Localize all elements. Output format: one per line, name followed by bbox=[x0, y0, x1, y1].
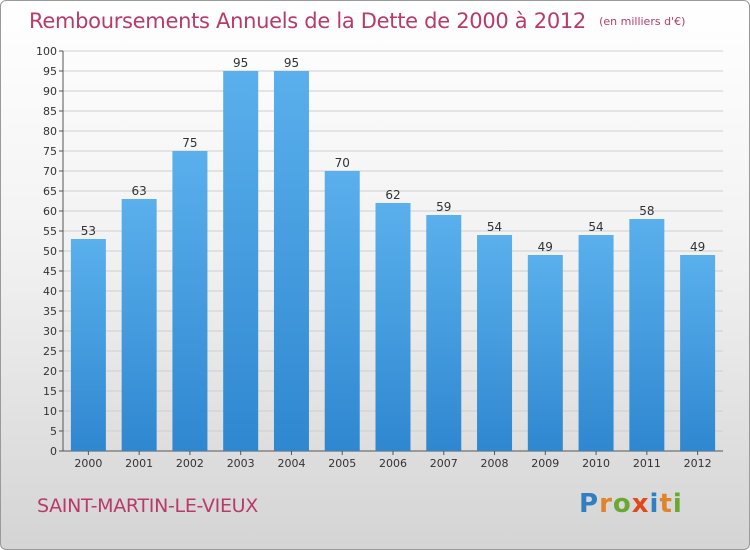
x-tick-label: 2009 bbox=[531, 457, 559, 470]
y-tick-label: 100 bbox=[36, 45, 57, 58]
x-tick-label: 2006 bbox=[379, 457, 407, 470]
x-tick-label: 2008 bbox=[481, 457, 509, 470]
x-tick-label: 2004 bbox=[277, 457, 305, 470]
y-tick-label: 0 bbox=[50, 445, 57, 458]
y-tick-label: 80 bbox=[43, 125, 57, 138]
bar-value-label: 62 bbox=[385, 188, 400, 202]
title-row: Remboursements Annuels de la Dette de 20… bbox=[29, 9, 685, 33]
brand-logo-letter: o bbox=[612, 489, 632, 519]
bar-value-label: 58 bbox=[639, 204, 654, 218]
y-tick-label: 25 bbox=[43, 345, 57, 358]
brand-logo-letter: i bbox=[649, 489, 660, 519]
brand-logo-letter: r bbox=[599, 489, 613, 519]
bar bbox=[172, 151, 208, 451]
bar-value-label: 49 bbox=[690, 240, 705, 254]
y-tick-label: 5 bbox=[50, 425, 57, 438]
bar-value-label: 95 bbox=[284, 56, 299, 70]
bars bbox=[70, 71, 716, 451]
place-name: SAINT-MARTIN-LE-VIEUX bbox=[37, 495, 258, 517]
y-tick-label: 10 bbox=[43, 405, 57, 418]
x-tick-label: 2001 bbox=[125, 457, 153, 470]
bar bbox=[375, 203, 411, 451]
data-labels: 53 63 75 95 95 70 62 59 54 49 54 58 49 bbox=[81, 56, 706, 254]
brand-logo-letter: i bbox=[672, 489, 683, 519]
y-tick-label: 40 bbox=[43, 285, 57, 298]
y-tick-label: 20 bbox=[43, 365, 57, 378]
bar bbox=[70, 239, 106, 451]
bar bbox=[426, 215, 462, 451]
bar bbox=[477, 235, 513, 451]
chart-subtitle: (en milliers d'€) bbox=[599, 15, 686, 28]
bar-value-label: 63 bbox=[132, 184, 147, 198]
x-tick-label: 2012 bbox=[684, 457, 712, 470]
y-tick-label: 65 bbox=[43, 185, 57, 198]
y-tick-label: 55 bbox=[43, 225, 57, 238]
y-tick-label: 60 bbox=[43, 205, 57, 218]
x-tick-label: 2010 bbox=[582, 457, 610, 470]
y-tick-label: 70 bbox=[43, 165, 57, 178]
x-tick-label: 2011 bbox=[633, 457, 661, 470]
bar bbox=[273, 71, 309, 451]
y-tick-label: 35 bbox=[43, 305, 57, 318]
bar-chart: 0 5 10 15 20 25 30 35 40 45 50 55 60 65 70 75 80 85 90 95 10… bbox=[36, 45, 723, 470]
bar bbox=[680, 255, 716, 451]
y-tick-label: 85 bbox=[43, 105, 57, 118]
bar bbox=[578, 235, 614, 451]
axes: 0 5 10 15 20 25 30 35 40 45 50 55 60 65 70 75 80 85 90 95 10… bbox=[36, 45, 723, 470]
bar-value-label: 54 bbox=[588, 220, 603, 234]
brand-logo-letter: P bbox=[579, 489, 600, 519]
y-tick-label: 15 bbox=[43, 385, 57, 398]
brand-logo-letter: t bbox=[659, 489, 673, 519]
x-tick-label: 2002 bbox=[176, 457, 204, 470]
bar-value-label: 54 bbox=[487, 220, 502, 234]
chart-title: Remboursements Annuels de la Dette de 20… bbox=[29, 9, 586, 33]
y-tick-label: 50 bbox=[43, 245, 57, 258]
x-tick-label: 2007 bbox=[430, 457, 458, 470]
bar bbox=[324, 171, 360, 451]
y-tick-label: 75 bbox=[43, 145, 57, 158]
brand-logo-letter: x bbox=[631, 489, 650, 519]
bar bbox=[223, 71, 259, 451]
bar-value-label: 75 bbox=[182, 136, 197, 150]
bar-value-label: 70 bbox=[335, 156, 350, 170]
x-tick-label: 2005 bbox=[328, 457, 356, 470]
brand-logo: Proxiti bbox=[579, 489, 683, 519]
y-tick-label: 95 bbox=[43, 65, 57, 78]
bar bbox=[121, 199, 157, 451]
bar-value-label: 59 bbox=[436, 200, 451, 214]
bar-value-label: 53 bbox=[81, 224, 96, 238]
x-tick-label: 2000 bbox=[74, 457, 102, 470]
y-tick-label: 45 bbox=[43, 265, 57, 278]
bar-value-label: 95 bbox=[233, 56, 248, 70]
bar-value-label: 49 bbox=[538, 240, 553, 254]
x-tick-label: 2003 bbox=[227, 457, 255, 470]
bar bbox=[527, 255, 563, 451]
y-tick-label: 30 bbox=[43, 325, 57, 338]
bar bbox=[629, 219, 665, 451]
y-tick-label: 90 bbox=[43, 85, 57, 98]
